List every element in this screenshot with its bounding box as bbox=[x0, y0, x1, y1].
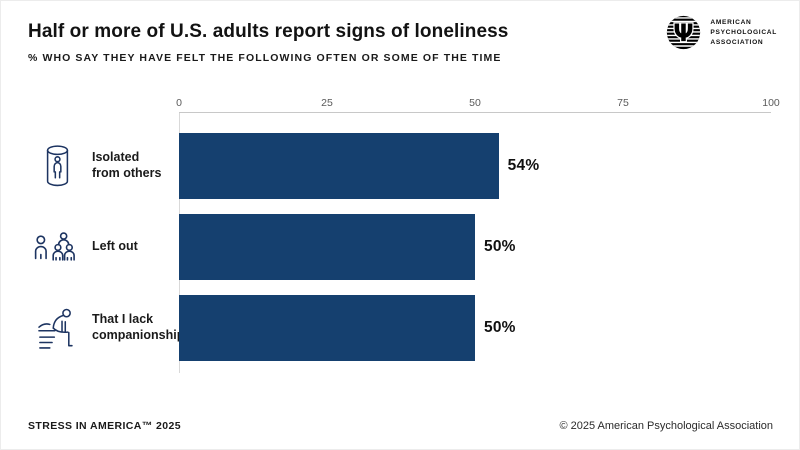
person-apart-from-group-icon bbox=[31, 228, 83, 266]
person-in-cylinder-icon bbox=[31, 143, 83, 189]
bar-row-companionship: That I lack companionship 50% bbox=[29, 295, 771, 361]
bar-value: 50% bbox=[484, 238, 516, 255]
apa-logo: Ψ AMERICAN PSYCHOLOGICAL ASSOCIATION bbox=[665, 14, 777, 51]
bar-left-out bbox=[179, 214, 475, 280]
bar-value: 50% bbox=[484, 319, 516, 336]
report-name: STRESS IN AMERICA™ 2025 bbox=[28, 420, 181, 432]
bar-zone: 50% bbox=[179, 295, 771, 361]
category-left-out: Left out bbox=[29, 214, 179, 280]
x-axis-tick: 0 bbox=[176, 97, 182, 109]
x-axis-tick: 25 bbox=[321, 97, 333, 109]
bar-value: 54% bbox=[507, 157, 540, 174]
page-subtitle: % WHO SAY THEY HAVE FELT THE FOLLOWING O… bbox=[28, 52, 502, 64]
category-label: Isolated from others bbox=[92, 150, 162, 180]
person-slumped-on-bench-icon bbox=[31, 302, 83, 355]
bar-rows: Isolated from others 54% bbox=[29, 133, 771, 361]
apa-logo-text: AMERICAN PSYCHOLOGICAL ASSOCIATION bbox=[710, 19, 777, 46]
bar-chart: 0 25 50 75 100 Isolated from others bbox=[29, 97, 780, 373]
svg-text:Ψ: Ψ bbox=[674, 19, 694, 47]
apa-logo-line: ASSOCIATION bbox=[710, 39, 764, 46]
apa-psi-logo-icon: Ψ bbox=[667, 15, 701, 50]
bar-isolated bbox=[179, 133, 499, 199]
category-isolated: Isolated from others bbox=[29, 133, 179, 199]
footer: STRESS IN AMERICA™ 2025 © 2025 American … bbox=[28, 420, 773, 432]
page-title: Half or more of U.S. adults report signs… bbox=[28, 21, 509, 42]
bar-companionship bbox=[179, 295, 475, 361]
apa-logo-line: AMERICAN bbox=[710, 19, 752, 26]
category-companionship: That I lack companionship bbox=[29, 295, 184, 361]
apa-logo-line: PSYCHOLOGICAL bbox=[710, 29, 777, 36]
x-axis-tick: 75 bbox=[617, 97, 629, 109]
bar-zone: 50% bbox=[179, 214, 771, 280]
header: Half or more of U.S. adults report signs… bbox=[28, 21, 508, 64]
bar-row-left-out: Left out 50% bbox=[29, 214, 771, 280]
bar-row-isolated: Isolated from others 54% bbox=[29, 133, 771, 199]
x-axis-tick: 100 bbox=[762, 97, 780, 109]
x-axis-tick: 50 bbox=[469, 97, 481, 109]
copyright: © 2025 American Psychological Associatio… bbox=[559, 420, 773, 432]
bar-zone: 54% bbox=[179, 133, 771, 199]
x-axis: 0 25 50 75 100 bbox=[176, 97, 780, 113]
category-label: Left out bbox=[92, 239, 138, 254]
category-label: That I lack companionship bbox=[92, 312, 185, 342]
